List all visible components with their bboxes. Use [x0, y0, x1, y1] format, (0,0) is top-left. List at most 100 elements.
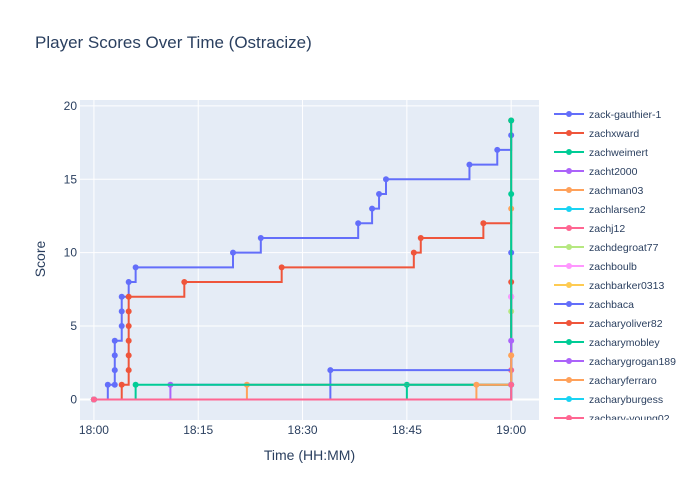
data-point[interactable]	[132, 381, 139, 388]
data-point[interactable]	[278, 264, 285, 271]
data-point[interactable]	[104, 381, 111, 388]
legend-marker	[566, 244, 572, 250]
data-point[interactable]	[125, 293, 132, 300]
data-point[interactable]	[111, 367, 118, 374]
legend-marker	[566, 111, 572, 117]
data-point[interactable]	[230, 249, 236, 256]
data-point[interactable]	[90, 396, 97, 403]
data-point[interactable]	[125, 337, 132, 344]
data-point[interactable]	[118, 293, 125, 300]
y-axis-title: Score	[32, 241, 48, 278]
x-tick-label: 19:00	[496, 423, 526, 437]
series-zachary-young02[interactable]	[90, 381, 515, 403]
legend-item[interactable]: zachman03	[554, 185, 643, 197]
data-point[interactable]	[257, 234, 264, 241]
legend-item[interactable]: zacharyferraro	[554, 375, 657, 387]
data-point[interactable]	[480, 220, 487, 227]
legend[interactable]: zack-gauthier-1 zachxward zachweimert zacht…	[554, 109, 676, 425]
data-point[interactable]	[410, 249, 417, 256]
legend-item[interactable]: zacharyoliver82	[554, 318, 663, 330]
data-point[interactable]	[118, 381, 125, 388]
legend-item[interactable]: zachary-young02	[554, 413, 670, 425]
series-layer	[90, 117, 515, 403]
data-point[interactable]	[125, 352, 132, 359]
chart-title: Player Scores Over Time (Ostracize)	[35, 33, 312, 52]
legend-marker	[566, 339, 572, 345]
data-point[interactable]	[508, 352, 515, 359]
series-line	[93, 120, 513, 401]
legend-label: zacht2000	[589, 166, 638, 178]
legend-item[interactable]: zacharygrogan189	[554, 356, 676, 368]
legend-label: zack-gauthier-1	[589, 109, 662, 121]
data-point[interactable]	[181, 279, 188, 286]
ticks: 0 5 10 15 20 18:00 18:15 18:30 18:45 19:00	[64, 99, 527, 437]
legend-item[interactable]: zachbaca	[554, 299, 634, 311]
legend-label: zachman03	[589, 185, 643, 197]
legend-marker	[566, 206, 572, 212]
x-tick-label: 18:45	[392, 423, 422, 437]
data-point[interactable]	[376, 190, 383, 197]
y-tick-label: 10	[64, 246, 78, 260]
legend-label: zachbarker0313	[589, 280, 664, 292]
data-point[interactable]	[508, 381, 515, 388]
legend-marker	[566, 415, 572, 420]
data-point[interactable]	[125, 367, 132, 374]
data-point[interactable]	[417, 234, 424, 241]
x-axis-title: Time (HH:MM)	[264, 447, 355, 463]
data-point[interactable]	[355, 220, 362, 227]
legend-label: zachj12	[589, 223, 625, 235]
series-line	[93, 384, 513, 401]
data-point[interactable]	[508, 337, 515, 344]
legend-label: zachdegroat77	[589, 242, 659, 254]
legend-label: zachxward	[589, 128, 639, 140]
legend-item[interactable]: zachbarker0313	[554, 280, 664, 292]
data-point[interactable]	[118, 323, 125, 330]
legend-label: zacharygrogan189	[589, 356, 676, 368]
data-point[interactable]	[125, 323, 132, 330]
data-point[interactable]	[494, 146, 501, 153]
data-point[interactable]	[125, 308, 132, 315]
legend-item[interactable]: zack-gauthier-1	[554, 109, 662, 121]
data-point[interactable]	[383, 176, 389, 183]
y-tick-label: 15	[64, 172, 78, 186]
legend-item[interactable]: zacharymobley	[554, 337, 660, 349]
legend-marker	[566, 225, 572, 231]
legend-marker	[566, 301, 572, 307]
data-point[interactable]	[473, 381, 480, 388]
data-point[interactable]	[111, 352, 118, 359]
legend-item[interactable]: zachweimert	[554, 147, 648, 159]
y-tick-label: 5	[70, 319, 77, 333]
legend-label: zacharyferraro	[589, 375, 657, 387]
legend-marker	[566, 130, 572, 136]
legend-marker	[566, 396, 572, 402]
x-tick-label: 18:00	[79, 423, 109, 437]
data-point[interactable]	[132, 264, 139, 271]
data-point[interactable]	[327, 367, 334, 374]
legend-item[interactable]: zachj12	[554, 223, 625, 235]
data-point[interactable]	[369, 205, 376, 212]
x-tick-label: 18:15	[183, 423, 213, 437]
legend-label: zacharymobley	[589, 337, 660, 349]
legend-marker	[566, 149, 572, 155]
legend-item[interactable]: zachlarsen2	[554, 204, 646, 216]
data-point[interactable]	[111, 337, 118, 344]
data-point[interactable]	[125, 279, 132, 286]
x-tick-label: 18:30	[288, 423, 318, 437]
legend-marker	[566, 358, 572, 364]
legend-marker	[566, 377, 572, 383]
legend-item[interactable]: zacht2000	[554, 166, 638, 178]
legend-label: zachary-young02	[589, 413, 670, 425]
legend-item[interactable]: zacharyburgess	[554, 394, 663, 406]
legend-marker	[566, 282, 572, 288]
data-point[interactable]	[466, 161, 473, 168]
data-point[interactable]	[111, 381, 118, 388]
legend-item[interactable]: zachdegroat77	[554, 242, 659, 254]
data-point[interactable]	[508, 117, 515, 124]
plot-background	[80, 100, 539, 420]
legend-item[interactable]: zachxward	[554, 128, 639, 140]
y-tick-label: 0	[70, 392, 77, 406]
legend-item[interactable]: zachboulb	[554, 261, 637, 273]
legend-marker	[566, 187, 572, 193]
data-point[interactable]	[118, 308, 125, 315]
